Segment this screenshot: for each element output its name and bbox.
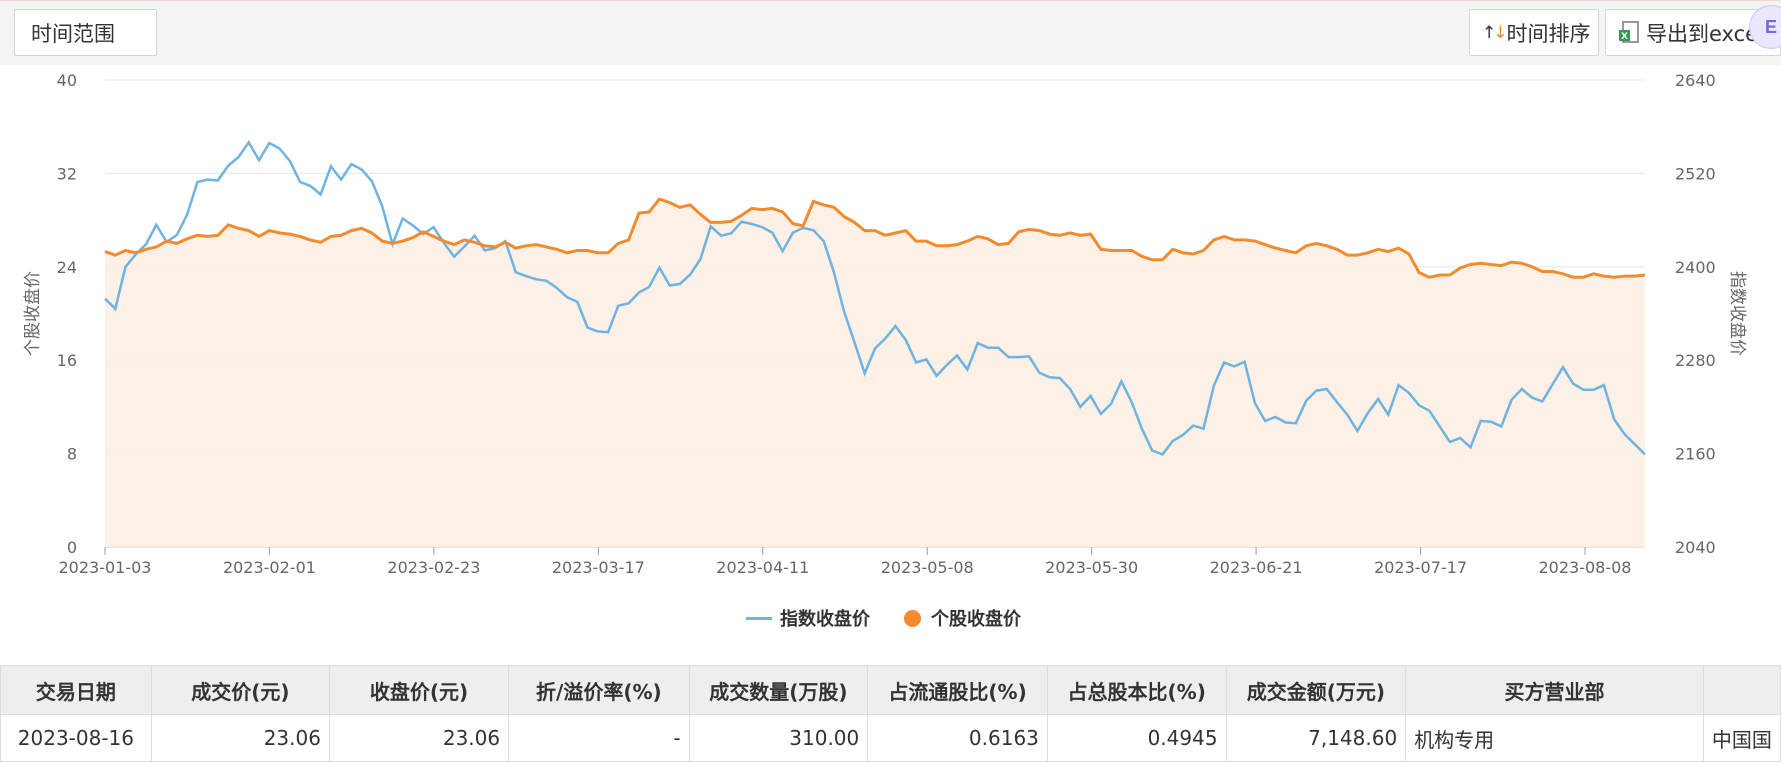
col-header-trade-price[interactable]: 成交价(元) xyxy=(150,665,330,715)
x-tick-label: 2023-02-01 xyxy=(223,558,316,577)
y-left-tick-label: 16 xyxy=(57,351,77,370)
x-tick-label: 2023-06-21 xyxy=(1210,558,1303,577)
col-header-seller[interactable] xyxy=(1702,665,1781,715)
y-axis-left-label: 个股收盘价 xyxy=(23,271,43,356)
y-right-tick-label: 2520 xyxy=(1675,164,1716,183)
cell-volume: 310.00 xyxy=(688,714,869,762)
y-left-tick-label: 24 xyxy=(57,258,77,277)
chart-axes: 0 2040 8 2160 16 2280 24 2400 32 2520 40 2640 2023-0… xyxy=(57,71,1716,577)
x-tick-label: 2023-01-03 xyxy=(59,558,152,577)
legend-label-stock: 个股收盘价 xyxy=(931,609,1021,630)
toolbar: 时间范围 ↑↓ 时间排序 X 导出到excel E xyxy=(0,0,1781,65)
cell-amount: 7,148.60 xyxy=(1225,714,1407,762)
x-tick-label: 2023-04-11 xyxy=(716,558,809,577)
legend-label-index: 指数收盘价 xyxy=(780,609,870,630)
time-sort-label: 时间排序 xyxy=(1506,21,1591,46)
cell-total-ratio: 0.4945 xyxy=(1046,714,1227,762)
col-header-total-ratio[interactable]: 占总股本比(%) xyxy=(1046,665,1227,715)
table-header-row: 交易日期 成交价(元) 收盘价(元) 折/溢价率(%) 成交数量(万股) 占流通… xyxy=(0,665,1781,715)
y-right-tick-label: 2280 xyxy=(1675,351,1716,370)
time-range-label: 时间范围 xyxy=(31,21,115,46)
block-trade-table: 交易日期 成交价(元) 收盘价(元) 折/溢价率(%) 成交数量(万股) 占流通… xyxy=(0,665,1781,762)
time-sort-button[interactable]: ↑↓ 时间排序 xyxy=(1469,9,1599,56)
line-chart: 0 2040 8 2160 16 2280 24 2400 32 2520 40 2640 2023-0… xyxy=(23,71,1747,577)
x-tick-label: 2023-05-30 xyxy=(1045,558,1138,577)
legend-item-index[interactable]: 指数收盘价 xyxy=(746,605,870,631)
legend-item-stock[interactable]: 个股收盘价 xyxy=(904,605,1021,631)
series-stock-line xyxy=(104,197,1646,279)
col-header-buyer[interactable]: 买方营业部 xyxy=(1405,665,1704,715)
cell-close-price: 23.06 xyxy=(328,714,510,762)
x-tick-label: 2023-03-17 xyxy=(552,558,645,577)
y-left-tick-label: 40 xyxy=(57,71,77,90)
export-excel-label: 导出到excel xyxy=(1646,21,1764,46)
y-axis-right-label: 指数收盘价 xyxy=(1727,271,1747,356)
time-range-dropdown[interactable]: 时间范围 xyxy=(14,9,157,56)
cell-seller[interactable]: 中国国 xyxy=(1702,714,1781,762)
excel-icon: X xyxy=(1618,20,1640,45)
assistant-icon[interactable]: E xyxy=(1749,5,1781,49)
legend-dot-swatch xyxy=(904,609,921,627)
cell-float-ratio: 0.6163 xyxy=(867,714,1048,762)
cell-premium-rate: - xyxy=(508,714,690,762)
x-tick-label: 2023-08-08 xyxy=(1539,558,1632,577)
chart-legend: 指数收盘价 个股收盘价 xyxy=(746,605,1055,631)
y-right-tick-label: 2400 xyxy=(1675,258,1716,277)
cell-trade-price: 23.06 xyxy=(150,714,330,762)
y-left-tick-label: 8 xyxy=(67,445,77,464)
stock-price-area xyxy=(105,199,1645,547)
legend-line-swatch xyxy=(746,616,772,620)
svg-text:X: X xyxy=(1621,32,1628,42)
y-left-tick-label: 32 xyxy=(57,164,77,183)
y-right-tick-label: 2040 xyxy=(1675,538,1716,557)
col-header-close-price[interactable]: 收盘价(元) xyxy=(328,665,510,715)
y-left-tick-label: 0 xyxy=(67,538,77,557)
table-row[interactable]: 2023-08-16 23.06 23.06 - 310.00 0.6163 0… xyxy=(0,714,1781,762)
sort-arrows-icon: ↑↓ xyxy=(1482,22,1508,43)
col-header-volume[interactable]: 成交数量(万股) xyxy=(688,665,869,715)
col-header-amount[interactable]: 成交金额(万元) xyxy=(1225,665,1407,715)
x-tick-label: 2023-02-23 xyxy=(387,558,480,577)
col-header-float-ratio[interactable]: 占流通股比(%) xyxy=(867,665,1048,715)
x-tick-label: 2023-07-17 xyxy=(1374,558,1467,577)
cell-trade-date: 2023-08-16 xyxy=(0,714,152,762)
y-right-tick-label: 2640 xyxy=(1675,71,1716,90)
col-header-trade-date[interactable]: 交易日期 xyxy=(0,665,152,715)
y-right-tick-label: 2160 xyxy=(1675,445,1716,464)
x-tick-label: 2023-05-08 xyxy=(881,558,974,577)
col-header-premium-rate[interactable]: 折/溢价率(%) xyxy=(508,665,690,715)
cell-buyer[interactable]: 机构专用 xyxy=(1405,714,1704,762)
series-index-line xyxy=(104,139,1646,456)
